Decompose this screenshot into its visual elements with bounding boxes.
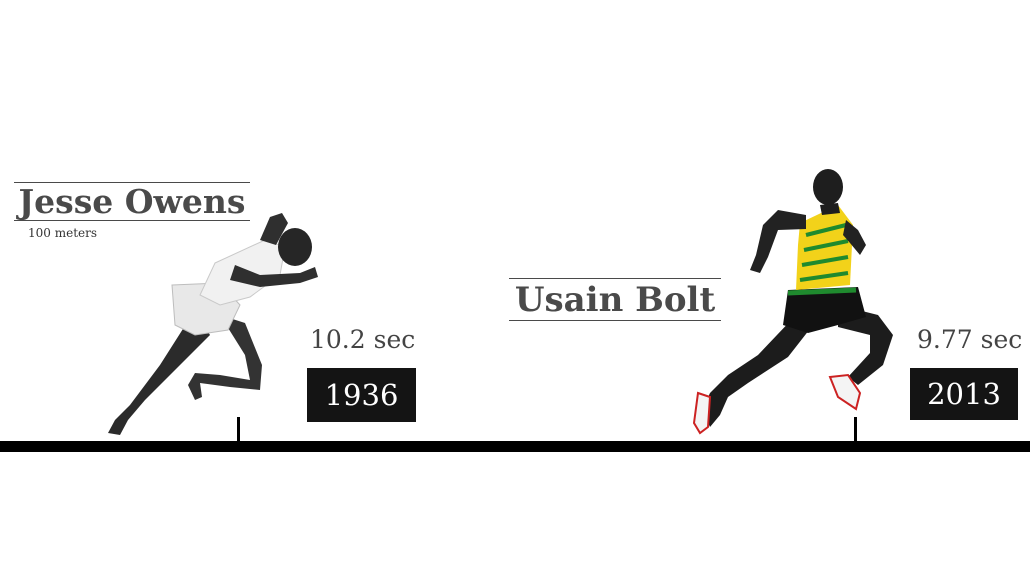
jesse-owens-event-label: 100 meters (28, 226, 98, 240)
usain-bolt-figure-icon (692, 169, 893, 435)
jesse-owens-year-badge: 1936 (307, 368, 416, 422)
jesse-owens-name: Jesse Owens (14, 182, 250, 221)
jesse-owens-time: 10.2 sec (310, 325, 416, 354)
usain-bolt-year-badge: 2013 (910, 368, 1018, 420)
timeline-bar (0, 441, 1030, 452)
timeline-tick-2013 (854, 417, 857, 442)
usain-bolt-name: Usain Bolt (509, 278, 721, 321)
jesse-owens-figure-icon (108, 213, 318, 435)
usain-bolt-time: 9.77 sec (917, 325, 1023, 354)
timeline-tick-1936 (237, 417, 240, 442)
